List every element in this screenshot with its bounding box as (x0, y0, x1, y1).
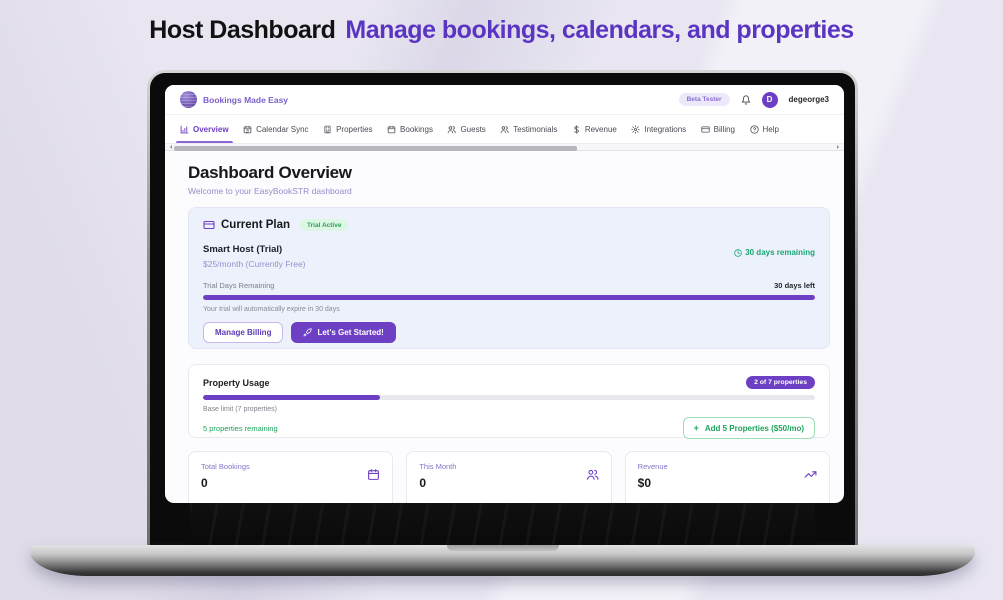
usage-progress-fill (203, 395, 381, 400)
page-subtitle: Welcome to your EasyBookSTR dashboard (188, 186, 352, 196)
stat-value: 0 (419, 476, 427, 490)
credit-card-icon (203, 219, 215, 231)
beta-badge: Beta Tester (678, 93, 730, 106)
brand-logo-icon (180, 91, 197, 108)
tab-label: Help (762, 124, 779, 134)
property-usage-card: Property Usage 2 of 7 properties Base li… (188, 364, 830, 439)
tab-label: Testimonials (513, 124, 558, 134)
rocket-icon (303, 327, 313, 337)
tab-label: Calendar Sync (256, 124, 309, 134)
days-remaining-indicator: 30 days remaining (734, 248, 815, 257)
plus-icon: + (693, 423, 699, 433)
dollar-icon (572, 124, 581, 134)
bar-chart-icon (180, 125, 189, 134)
tab-help[interactable]: Help (749, 115, 779, 143)
scroll-right-arrow-icon[interactable] (837, 145, 841, 149)
laptop-mockup: Bookings Made Easy Beta Tester D degeorg… (147, 70, 858, 545)
tab-revenue[interactable]: Revenue (572, 115, 617, 143)
calendar-icon (367, 468, 380, 481)
stat-label: Total Bookings (201, 462, 250, 471)
clock-icon (734, 248, 742, 257)
stat-value: $0 (637, 476, 652, 490)
plan-name: Smart Host (Trial) (203, 244, 283, 255)
stat-label: Revenue (637, 462, 668, 471)
tab-billing[interactable]: Billing (700, 115, 735, 143)
laptop-base (30, 545, 975, 576)
add-properties-label: Add 5 Properties ($50/mo) (704, 423, 804, 433)
usage-title: Property Usage (203, 377, 270, 388)
stat-value: 0 (201, 476, 208, 490)
tab-label: Integrations (644, 124, 687, 134)
tab-calendar-sync[interactable]: Calendar Sync (243, 115, 309, 143)
get-started-label: Let's Get Started! (317, 327, 384, 337)
app-window: Bookings Made Easy Beta Tester D degeorg… (165, 85, 844, 503)
main-nav: Overview Calendar Sync Properties Bookin… (165, 115, 844, 143)
trial-progress-fill (203, 295, 815, 300)
base-limit-note: Base limit (7 properties) (203, 406, 277, 413)
users-icon (586, 468, 599, 481)
tab-guests[interactable]: Guests (447, 115, 486, 143)
calendar-sync-icon (243, 125, 252, 134)
brand-name: Bookings Made Easy (203, 94, 289, 105)
stat-card-this-month: This Month 0 (406, 451, 612, 503)
stats-row: Total Bookings 0 This Month 0 (188, 451, 830, 503)
users-icon (447, 125, 457, 134)
laptop-bezel: Bookings Made Easy Beta Tester D degeorg… (150, 73, 855, 545)
stat-card-revenue: Revenue $0 (624, 451, 830, 503)
manage-billing-button[interactable]: Manage Billing (203, 321, 284, 343)
scroll-left-arrow-icon[interactable] (168, 145, 172, 149)
page-title: Dashboard Overview (188, 163, 352, 182)
tab-label: Guests (460, 124, 486, 134)
tab-overview[interactable]: Overview (176, 115, 233, 143)
tab-label: Billing (713, 124, 735, 134)
tab-label: Overview (193, 124, 229, 134)
tab-label: Bookings (400, 124, 433, 134)
properties-remaining-note: 5 properties remaining (203, 423, 278, 433)
hero-title-purple: Manage bookings, calendars, and properti… (345, 16, 854, 44)
gear-icon (631, 124, 641, 134)
keyboard-reflection (190, 499, 815, 545)
tab-bookings[interactable]: Bookings (387, 115, 433, 143)
tab-testimonials[interactable]: Testimonials (500, 115, 557, 143)
hero-title-black: Host Dashboard (149, 16, 336, 44)
scrollbar-thumb[interactable] (174, 145, 577, 151)
stat-label: This Month (419, 462, 457, 471)
plan-price: $25/month (Currently Free) (203, 259, 306, 269)
usage-badge: 2 of 7 properties (746, 376, 815, 389)
tab-label: Properties (336, 124, 373, 134)
app-header: Bookings Made Easy Beta Tester D degeorg… (165, 85, 844, 115)
usage-progress-bar (203, 395, 815, 400)
stat-card-total-bookings: Total Bookings 0 (188, 451, 394, 503)
hero-title: Host Dashboard Manage bookings, calendars… (0, 16, 1003, 45)
add-properties-button[interactable]: + Add 5 Properties ($50/mo) (682, 417, 815, 439)
get-started-button[interactable]: Let's Get Started! (291, 321, 396, 343)
calendar-icon (387, 125, 396, 134)
credit-card-icon (700, 125, 710, 134)
help-circle-icon (749, 124, 759, 134)
building-icon (323, 125, 332, 134)
avatar[interactable]: D (761, 91, 778, 108)
bell-icon[interactable] (741, 94, 751, 105)
plan-card-title: Current Plan (221, 219, 291, 231)
laptop-base-notch (446, 545, 559, 551)
tab-integrations[interactable]: Integrations (631, 115, 686, 143)
trending-up-icon (804, 468, 817, 481)
trial-days-label: Trial Days Remaining (203, 281, 275, 290)
days-left-text: 30 days left (774, 281, 815, 290)
current-plan-card: Current Plan Trial Active Smart Host (Tr… (188, 207, 830, 349)
tab-label: Revenue (584, 124, 617, 134)
trial-active-badge: Trial Active (300, 219, 349, 231)
dashboard-content: Dashboard Overview Welcome to your EasyB… (165, 151, 844, 503)
trial-expire-note: Your trial will automatically expire in … (203, 305, 340, 313)
trial-progress-bar (203, 295, 815, 300)
tab-properties[interactable]: Properties (323, 115, 373, 143)
horizontal-scrollbar[interactable] (165, 143, 844, 151)
username: degeorge3 (788, 95, 829, 104)
users-icon (500, 125, 509, 134)
days-remaining-text: 30 days remaining (745, 248, 815, 257)
